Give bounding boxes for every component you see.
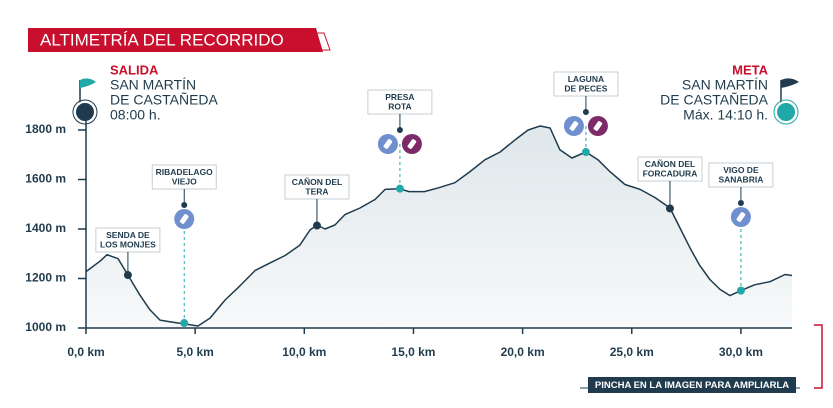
waypoint-label: VIGO DE [723, 165, 759, 175]
start-line: DE CASTAÑEDA [110, 92, 219, 108]
leader-dot [181, 202, 188, 208]
waypoint-label: SANABRIA [718, 174, 763, 184]
service-glyph [593, 121, 603, 131]
y-tick-label: 1400 m [25, 221, 66, 235]
x-tick-label: 10,0 km [282, 345, 326, 359]
end-flag [773, 78, 799, 125]
x-tick-label: 20,0 km [501, 345, 545, 359]
end-line: SAN MARTÍN [682, 77, 768, 93]
waypoint-box [708, 162, 774, 188]
y-tick-label: 1200 m [25, 271, 66, 285]
start-line: SAN MARTÍN [110, 77, 196, 93]
waypoint-marker [312, 221, 321, 230]
waypoint-label: VIEJO [172, 176, 197, 186]
x-tick-label: 25,0 km [610, 345, 654, 359]
waypoint-label: CAÑON DEL [292, 177, 343, 187]
area [86, 126, 792, 328]
y-tick-label: 1000 m [25, 320, 66, 334]
service-glyph [569, 121, 579, 131]
y-tick-label: 1800 m [25, 122, 66, 136]
profile-line [85, 125, 793, 327]
footer-box[interactable] [588, 377, 796, 393]
y-tick-label: 1600 m [25, 172, 66, 186]
waypoint-marker [581, 148, 590, 157]
waypoint-box [151, 164, 217, 190]
start-line: 08:00 h. [110, 107, 161, 123]
start-label: SALIDA [110, 62, 159, 77]
chart-title: ALTIMETRÍA DEL RECORRIDO [40, 30, 284, 49]
waypoint-label: ROTA [388, 101, 411, 111]
footer-text[interactable]: PINCHA EN LA IMAGEN PARA AMPLIARLA [595, 380, 789, 391]
plot: 1000 m 1200 m 1400 m 1600 m 1800 m 0,0 km 5,0 … [25, 71, 793, 359]
leader-dot [737, 200, 744, 206]
waypoint-label: PRESA [385, 92, 414, 102]
waypoint-box [367, 89, 433, 115]
start-flag [72, 78, 98, 125]
x-tick-label: 0,0 km [67, 345, 104, 359]
waypoint-label: CAÑON DEL [645, 159, 696, 169]
x-tick-label: 5,0 km [176, 345, 213, 359]
enlarge-link[interactable]: PINCHA EN LA IMAGEN PARA AMPLIARLA [588, 377, 796, 393]
waypoint-box [284, 174, 350, 200]
end-line: DE CASTAÑEDA [660, 92, 769, 108]
waypoint-marker [395, 184, 404, 193]
waypoint-label: RIBADELAGO [156, 167, 214, 177]
waypoint-label: DE PECES [564, 83, 607, 93]
waypoint-marker [123, 271, 132, 280]
waypoint-label: LOS MONJES [100, 239, 156, 249]
footer-bracket [814, 324, 823, 389]
waypoint-label: SENDA DE [106, 230, 150, 240]
waypoint-marker [736, 286, 745, 295]
waypoint-marker [180, 319, 189, 328]
service-glyph [179, 214, 189, 224]
end-line: Máx. 14:10 h. [683, 107, 768, 123]
waypoint-label: TERA [305, 186, 328, 196]
service-glyph [407, 139, 417, 149]
x-tick-label: 30,0 km [719, 345, 763, 359]
leader-dot [396, 127, 403, 133]
waypoint-label: FORCADURA [643, 168, 698, 178]
waypoint-label: LAGUNA [568, 74, 604, 84]
banner [28, 28, 323, 52]
x-tick-label: 15,0 km [391, 345, 435, 359]
end-label: META [732, 62, 768, 77]
leader-dot [582, 109, 589, 115]
service-glyph [383, 139, 393, 149]
service-glyph [736, 212, 746, 222]
waypoint-marker [665, 204, 674, 213]
